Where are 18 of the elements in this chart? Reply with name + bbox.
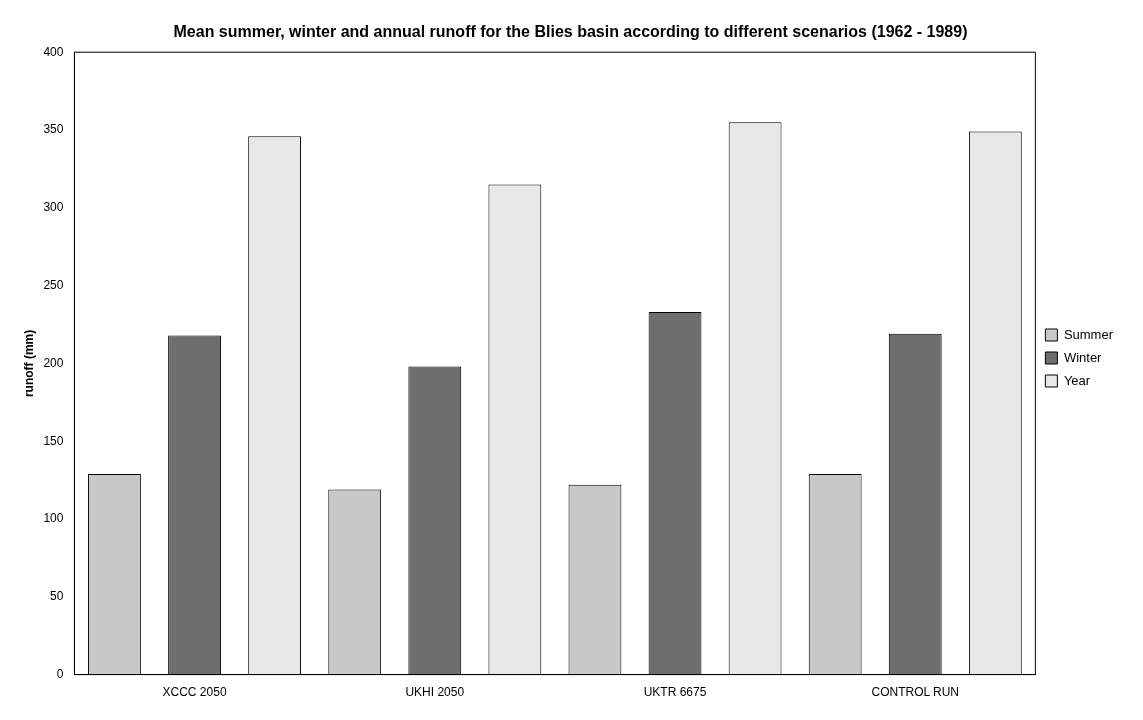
y-tick-label: 400 [43, 44, 64, 59]
legend-label: Year [1063, 372, 1091, 388]
y-tick-label: 300 [43, 200, 64, 215]
y-tick-label: 350 [43, 122, 64, 137]
y-tick-label: 150 [43, 433, 64, 448]
chart-title: Mean summer, winter and annual runoff for the Blies basin according to different scenarios (1962 - 1989) [173, 23, 968, 41]
x-tick-label: UKTR 6675 [643, 685, 707, 700]
legend-label: Winter [1063, 349, 1103, 365]
y-axis-title: runoff (mm) [21, 329, 36, 398]
y-tick-label: 250 [43, 277, 64, 292]
y-tick-label: 100 [43, 511, 64, 526]
x-tick-label: CONTROL RUN [871, 685, 960, 700]
y-tick-label: 0 [56, 666, 64, 681]
x-tick-label: UKHI 2050 [405, 685, 465, 700]
y-tick-label: 200 [43, 355, 64, 370]
x-tick-label: XCCC 2050 [162, 685, 227, 700]
legend-label: Summer [1063, 326, 1114, 342]
y-tick-label: 50 [50, 589, 64, 604]
